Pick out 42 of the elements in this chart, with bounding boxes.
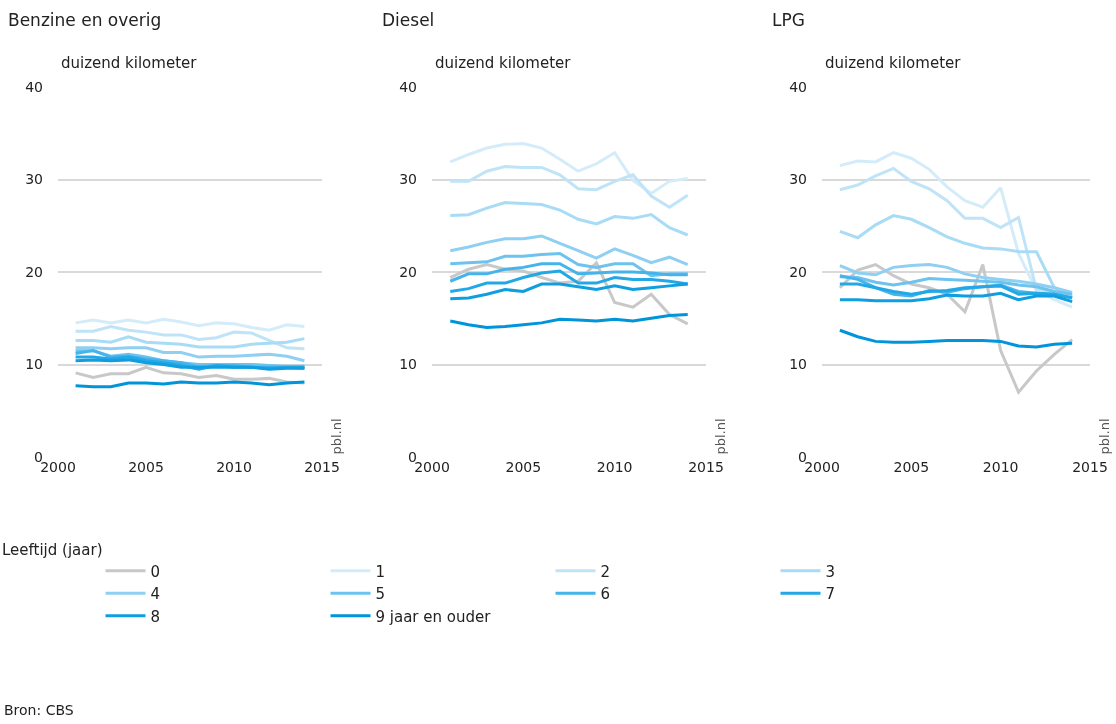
y-tick-label: 20 — [25, 263, 43, 280]
y-tick-label: 10 — [789, 356, 807, 373]
text: pbl.nl — [712, 418, 728, 455]
y-axis-title: duizend kilometer — [61, 54, 198, 72]
legend-label: 2 — [600, 562, 611, 581]
x-tick-label: 2005 — [505, 459, 542, 475]
x-tick-label: 2015 — [1072, 459, 1108, 475]
chart-title: Diesel — [382, 10, 435, 30]
legend-label: 4 — [150, 585, 161, 604]
legend-label: 8 — [150, 607, 161, 626]
x-tick-label: 2010 — [596, 459, 633, 475]
y-tick-label: 40 — [399, 78, 417, 95]
text: Bron: CBS — [4, 702, 74, 718]
y-tick-label: 30 — [25, 171, 43, 188]
y-axis-title: duizend kilometer — [435, 54, 572, 72]
x-tick-label: 2010 — [216, 459, 252, 475]
x-tick-label: 2005 — [128, 459, 164, 475]
x-tick-label: 2015 — [304, 459, 340, 475]
legend-label: 6 — [600, 585, 611, 604]
y-tick-label: 40 — [789, 78, 807, 95]
x-tick-label: 2005 — [893, 459, 930, 475]
legend-label: 7 — [825, 585, 836, 604]
chart-title: LPG — [772, 10, 805, 30]
legend-label: 0 — [150, 562, 161, 581]
text: pbl.nl — [1096, 418, 1112, 455]
legend-label: 3 — [825, 562, 836, 581]
y-tick-label: 10 — [25, 356, 43, 373]
y-tick-label: 40 — [25, 78, 43, 95]
legend-label: 5 — [375, 585, 386, 604]
y-tick-label: 20 — [789, 263, 807, 280]
legend-label: 1 — [375, 562, 386, 581]
y-axis-title: duizend kilometer — [825, 54, 962, 72]
y-tick-label: 10 — [399, 356, 417, 373]
legend-label: 9 jaar en ouder — [375, 607, 492, 626]
text: pbl.nl — [328, 418, 344, 455]
y-tick-label: 30 — [399, 171, 417, 188]
y-tick-label: 20 — [399, 263, 417, 280]
legend-title: Leeftijd (jaar) — [2, 540, 103, 559]
x-tick-label: 2010 — [982, 459, 1019, 475]
x-tick-label: 2015 — [688, 459, 724, 475]
chart-title: Benzine en overig — [8, 10, 162, 30]
y-tick-label: 30 — [789, 171, 807, 188]
